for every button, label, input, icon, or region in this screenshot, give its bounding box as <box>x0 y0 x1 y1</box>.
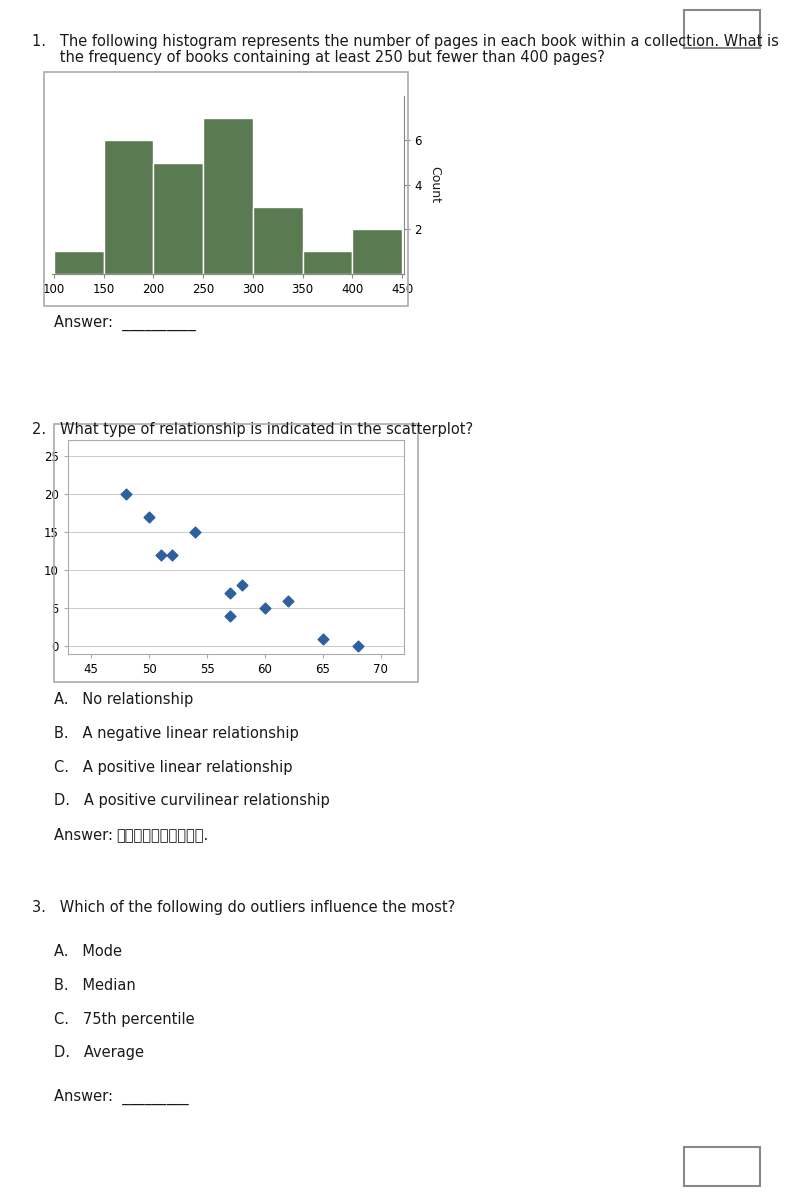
Y-axis label: Count: Count <box>428 167 442 203</box>
Text: B.   A negative linear relationship: B. A negative linear relationship <box>54 726 299 742</box>
Text: A.   Mode: A. Mode <box>54 944 122 960</box>
Bar <box>104 140 154 274</box>
Point <box>189 522 202 541</box>
Point <box>166 545 178 564</box>
Text: the frequency of books containing at least 250 but fewer than 400 pages?: the frequency of books containing at lea… <box>32 50 605 65</box>
Text: D.   Average: D. Average <box>54 1045 145 1061</box>
Point <box>282 592 294 610</box>
Text: 2.   What type of relationship is indicated in the scatterplot?: 2. What type of relationship is indicate… <box>32 422 473 437</box>
Text: Answer:  _________: Answer: _________ <box>54 1088 189 1105</box>
Point <box>224 583 237 602</box>
Text: 3.   Which of the following do outliers influence the most?: 3. Which of the following do outliers in… <box>32 900 455 914</box>
Point <box>317 629 330 648</box>
Bar <box>54 251 104 274</box>
Text: Answer:  __________: Answer: __________ <box>54 314 197 331</box>
Text: ㄲㄲㄲㄲㄲㄲㄲㄲㄲㄲ.: ㄲㄲㄲㄲㄲㄲㄲㄲㄲㄲ. <box>116 828 208 842</box>
Text: C.   75th percentile: C. 75th percentile <box>54 1012 195 1026</box>
Point <box>351 637 364 656</box>
Bar <box>154 162 203 274</box>
Point <box>154 545 167 564</box>
Point <box>235 576 248 595</box>
Bar <box>302 251 352 274</box>
Text: Answer:: Answer: <box>54 828 118 842</box>
Point <box>224 606 237 625</box>
Point <box>258 599 271 618</box>
Bar <box>203 119 253 274</box>
Text: A.   No relationship: A. No relationship <box>54 692 194 708</box>
Text: D.   A positive curvilinear relationship: D. A positive curvilinear relationship <box>54 793 330 809</box>
Bar <box>253 206 302 274</box>
Point <box>119 484 132 504</box>
Point <box>142 508 155 527</box>
Text: 1.   The following histogram represents the number of pages in each book within : 1. The following histogram represents th… <box>32 34 779 49</box>
Bar <box>352 229 402 274</box>
Text: C.   A positive linear relationship: C. A positive linear relationship <box>54 760 293 775</box>
Text: B.   Median: B. Median <box>54 978 136 994</box>
